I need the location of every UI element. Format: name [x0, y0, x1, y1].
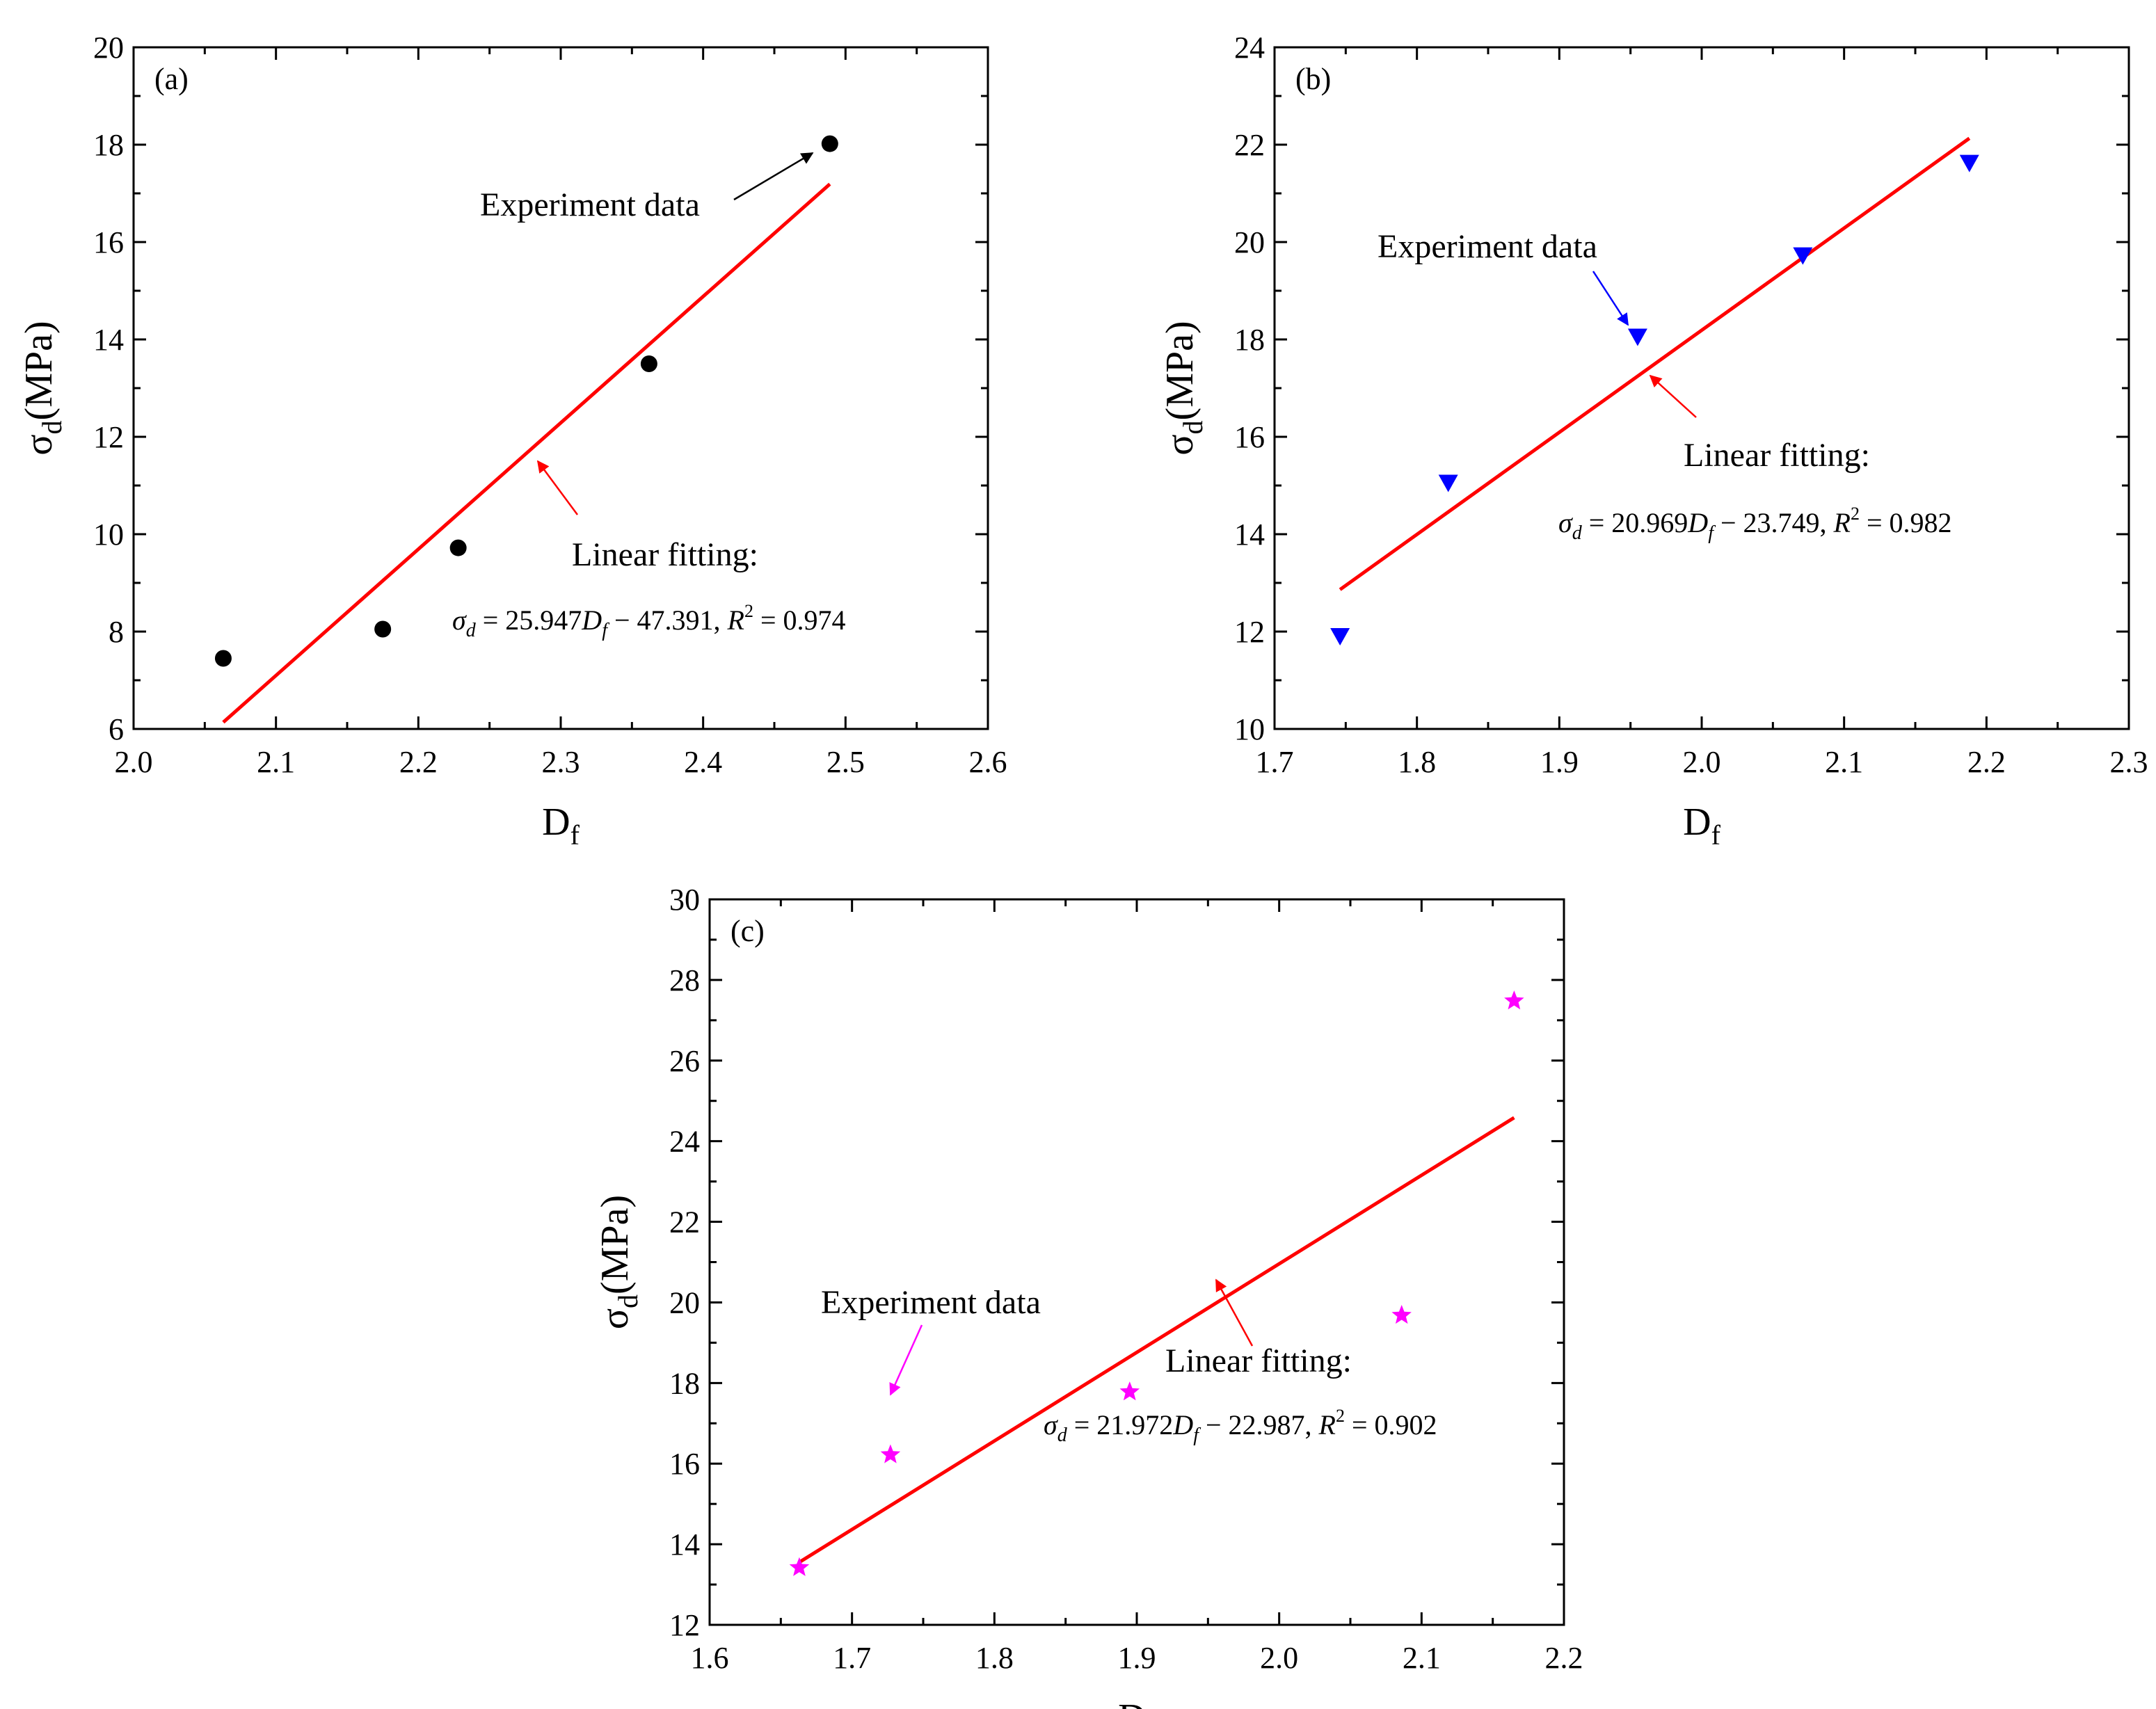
- data-point: [1391, 1305, 1412, 1324]
- experiment-data-label: Experiment data: [821, 1284, 1041, 1321]
- x-tick-label: 2.1: [257, 745, 295, 779]
- x-axis-label: Df: [1118, 1696, 1156, 1709]
- y-tick-label: 20: [1234, 225, 1265, 259]
- fit-equation: σd = 21.972Df − 22.987, R2 = 0.902: [1044, 1406, 1437, 1446]
- y-tick-label: 18: [1234, 323, 1265, 357]
- data-point: [1627, 328, 1647, 346]
- y-tick-label: 20: [669, 1285, 700, 1319]
- y-tick-label: 12: [93, 420, 124, 454]
- experiment-data-arrow: [733, 152, 814, 201]
- fit-line: [798, 1116, 1515, 1564]
- fit-line: [222, 182, 831, 724]
- experiment-data-arrow: [889, 1324, 923, 1396]
- data-point: [1330, 628, 1350, 645]
- y-tick-label: 12: [1234, 615, 1265, 649]
- data-point: [1438, 474, 1458, 492]
- y-tick-label: 20: [93, 31, 124, 65]
- x-tick-label: 2.3: [542, 745, 580, 779]
- x-tick-label: 1.8: [1398, 745, 1436, 779]
- panel-label: (b): [1295, 62, 1331, 96]
- data-point: [640, 355, 657, 372]
- y-tick-label: 26: [669, 1044, 700, 1078]
- x-tick-label: 1.7: [1256, 745, 1294, 779]
- x-tick-label: 2.3: [2110, 745, 2148, 779]
- fit-equation: σd = 20.969Df − 23.749, R2 = 0.982: [1558, 504, 1952, 544]
- chart-panel-a: 2.0 2.1 2.2 2.3 2.4 2.5 2.6 6 8 10 12 14 16 18 20 (a) Df…: [17, 31, 1007, 851]
- x-tick-label: 2.2: [399, 745, 438, 779]
- x-tick-label: 2.2: [1967, 745, 2006, 779]
- x-tick-label: 1.6: [691, 1641, 729, 1675]
- y-tick-label: 22: [669, 1205, 700, 1239]
- y-tick-label: 10: [1234, 712, 1265, 746]
- y-tick-label: 10: [93, 517, 124, 552]
- y-tick-label: 24: [1234, 31, 1265, 65]
- data-point: [1959, 154, 1979, 172]
- linear-fitting-arrow: [1649, 374, 1697, 418]
- y-tick-label: 6: [109, 712, 124, 746]
- linear-fitting-label: Linear fitting:: [572, 536, 758, 573]
- data-point: [374, 620, 392, 638]
- x-tick-label: 2.0: [115, 745, 153, 779]
- linear-fitting-label: Linear fitting:: [1165, 1342, 1352, 1379]
- y-tick-label: 18: [93, 128, 124, 162]
- x-tick-label: 1.9: [1540, 745, 1579, 779]
- data-point: [1793, 247, 1813, 265]
- y-tick-label: 24: [669, 1125, 700, 1159]
- x-tick-label: 2.0: [1683, 745, 1721, 779]
- y-tick-label: 30: [669, 883, 700, 917]
- x-tick-label: 2.5: [827, 745, 865, 779]
- x-tick-label: 2.4: [684, 745, 722, 779]
- experiment-data-label: Experiment data: [1378, 228, 1597, 265]
- y-tick-label: 16: [669, 1447, 700, 1481]
- panel-label: (c): [730, 914, 765, 948]
- chart-panel-b: 1.7 1.8 1.9 2.0 2.1 2.2 2.3 10 12 14 16 18 20 22 24 (b)…: [1158, 31, 2148, 851]
- fit-line: [1339, 136, 1971, 591]
- plot-frame: [708, 898, 1565, 1626]
- x-tick-label: 2.6: [969, 745, 1007, 779]
- x-axis-label: Df: [1683, 801, 1720, 851]
- y-tick-label: 12: [669, 1608, 700, 1642]
- x-tick-label: 2.1: [1403, 1641, 1441, 1675]
- y-tick-label: 8: [109, 615, 124, 649]
- fit-equation: σd = 25.947Df − 47.391, R2 = 0.974: [452, 601, 846, 641]
- y-tick-label: 14: [669, 1527, 700, 1562]
- y-tick-label: 14: [1234, 517, 1265, 552]
- y-axis-label: σd(MPa): [17, 321, 67, 455]
- panel-label: (a): [154, 62, 189, 96]
- chart-panel-c: 1.6 1.7 1.8 1.9 2.0 2.1 2.2 12 14 16 18 20 22 24 26 28 3…: [593, 883, 1583, 1709]
- x-tick-label: 1.9: [1118, 1641, 1156, 1675]
- data-point: [789, 1557, 810, 1576]
- linear-fitting-arrow: [1215, 1278, 1254, 1347]
- y-tick-label: 28: [669, 963, 700, 997]
- data-point: [1504, 990, 1524, 1010]
- x-tick-label: 2.2: [1545, 1641, 1583, 1675]
- x-tick-label: 2.1: [1825, 745, 1863, 779]
- x-tick-label: 2.0: [1260, 1641, 1298, 1675]
- y-tick-label: 14: [93, 323, 124, 357]
- data-point: [821, 135, 838, 152]
- y-tick-label: 16: [1234, 420, 1265, 454]
- x-tick-label: 1.7: [833, 1641, 871, 1675]
- y-tick-label: 16: [93, 225, 124, 259]
- experiment-data-arrow: [1592, 271, 1629, 326]
- data-point: [214, 650, 232, 667]
- linear-fitting-arrow: [536, 460, 579, 515]
- data-point: [1119, 1381, 1140, 1401]
- x-axis-label: Df: [542, 801, 580, 851]
- linear-fitting-label: Linear fitting:: [1684, 437, 1870, 474]
- plot-frame: [1273, 46, 2130, 730]
- data-point: [880, 1444, 901, 1463]
- x-tick-label: 1.8: [975, 1641, 1014, 1675]
- y-axis-label: σd(MPa): [593, 1195, 644, 1329]
- data-point: [449, 539, 467, 556]
- y-axis-label: σd(MPa): [1158, 321, 1208, 455]
- y-tick-label: 18: [669, 1366, 700, 1400]
- y-tick-label: 22: [1234, 128, 1265, 162]
- experiment-data-label: Experiment data: [480, 186, 700, 223]
